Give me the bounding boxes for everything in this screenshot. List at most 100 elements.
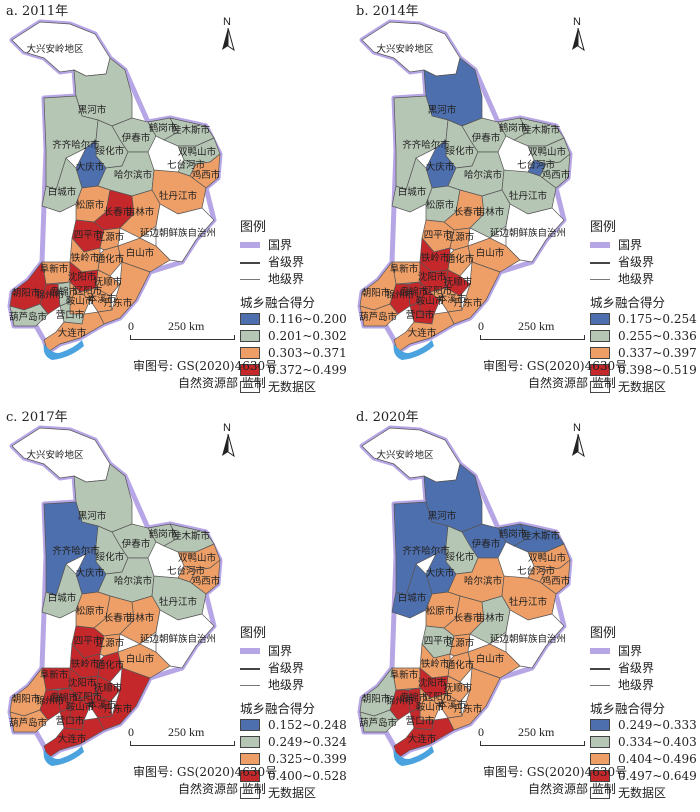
- region-label-changchun: 长春市: [454, 206, 483, 218]
- region-huludao: [359, 709, 399, 733]
- region-label-siping: 四平市: [74, 635, 103, 647]
- region-label-jixi: 鸡西市: [192, 169, 221, 181]
- legend-class-3: 0.303~0.371: [240, 345, 350, 362]
- region-label-suihua: 绥化市: [446, 145, 475, 157]
- region-label-baishan: 白山市: [476, 247, 505, 259]
- scale-distance: 250 km: [518, 725, 555, 739]
- legend-line-label: 国界: [618, 644, 643, 658]
- north-arrow-shape: [572, 28, 585, 52]
- class-range-label: 0.303~0.371: [268, 346, 347, 360]
- region-label-dalian: 大连市: [58, 733, 87, 745]
- north-arrow-icon: N: [218, 16, 238, 52]
- map-panel-2: b. 2014年 大兴安岭地区 黑河市 齐齐哈尔市 伊春市 鹤岗市 佳木斯市 绥化市 双鸭山市…: [350, 0, 700, 406]
- nodata-swatch: [240, 381, 260, 393]
- nodata-swatch: [590, 381, 610, 393]
- region-label-fushun: 抚顺市: [94, 682, 123, 694]
- north-arrow-shape: [222, 434, 235, 458]
- legend-class-1: 0.175~0.254: [590, 311, 700, 328]
- region-label-jinzhou: 锦州市: [386, 289, 415, 301]
- region-label-liaoyuan: 辽源市: [446, 637, 475, 649]
- legend-province-border: 省级界: [240, 660, 350, 677]
- region-label-shenyang: 沈阳市: [418, 271, 447, 283]
- region-label-yichun: 伊春市: [122, 538, 151, 550]
- region-label-yingkou: 营口市: [56, 309, 85, 321]
- class-range-label: 0.325~0.399: [268, 752, 347, 766]
- region-label-qiqihar: 齐齐哈尔市: [402, 545, 450, 557]
- legend-line-label: 地级界: [618, 272, 655, 286]
- legend: 图例 国界 省级界 地级界 城乡融合得分 0.175~0.254 0.255~0…: [590, 216, 700, 396]
- map-panel-1: a. 2011年 大兴安岭地区 黑河市 齐齐哈尔市 伊春市 鹤岗市 佳木斯市 绥化市 双鸭山市…: [0, 0, 350, 406]
- region-label-baishan: 白山市: [126, 653, 155, 665]
- legend-province-border: 省级界: [240, 254, 350, 271]
- region-label-jinzhou: 锦州市: [36, 289, 65, 301]
- class-swatch: [240, 364, 260, 376]
- national-border-swatch: [240, 239, 260, 251]
- region-label-tonghua: 通化市: [96, 659, 125, 671]
- region-label-yanbian: 延边朝鲜族自治州: [490, 633, 566, 645]
- legend-line-label: 地级界: [618, 678, 655, 692]
- region-label-liaoyang: 辽阳市: [74, 691, 103, 703]
- region-label-baicheng: 白城市: [48, 186, 77, 198]
- region-label-jixi: 鸡西市: [542, 169, 571, 181]
- legend-city-border: 地级界: [590, 271, 700, 288]
- region-label-harbin: 哈尔滨市: [464, 575, 503, 587]
- region-label-daqing: 大庆市: [426, 567, 455, 579]
- map-maker: 自然资源部 监制: [528, 782, 616, 796]
- region-label-tieling: 铁岭市: [421, 252, 450, 264]
- north-arrow-icon: N: [568, 16, 588, 52]
- class-swatch: [240, 330, 260, 342]
- region-label-tieling: 铁岭市: [71, 252, 100, 264]
- class-range-label: 0.400~0.528: [268, 769, 347, 783]
- region-label-liaoyuan: 辽源市: [96, 637, 125, 649]
- region-label-dalian: 大连市: [58, 327, 87, 339]
- region-dalian: [393, 717, 455, 759]
- city-border-swatch: [240, 279, 260, 280]
- map-approval-number: 审图号: GS(2020)4630号: [483, 359, 628, 373]
- region-label-yichun: 伊春市: [122, 132, 151, 144]
- legend-class-1: 0.116~0.200: [240, 311, 350, 328]
- region-label-tonghua: 通化市: [96, 253, 125, 265]
- region-label-jinzhou: 锦州市: [386, 695, 415, 707]
- legend-line-label: 省级界: [268, 255, 305, 269]
- region-label-fushun: 抚顺市: [444, 682, 473, 694]
- legend-class-4: 0.398~0.519: [590, 362, 700, 379]
- region-huludao: [359, 303, 399, 327]
- legend-line-label: 省级界: [618, 255, 655, 269]
- class-swatch: [590, 347, 610, 359]
- region-label-baicheng: 白城市: [398, 186, 427, 198]
- north-label: N: [223, 422, 231, 434]
- region-label-fuxin: 阜新市: [40, 263, 69, 275]
- region-label-songyuan: 松原市: [76, 199, 105, 211]
- region-label-qitaihe: 七台河市: [167, 159, 206, 171]
- scale-bar-line: [480, 741, 585, 746]
- region-label-changchun: 长春市: [104, 612, 133, 624]
- legend: 图例 国界 省级界 地级界 城乡融合得分 0.152~0.248 0.249~0…: [240, 622, 350, 802]
- region-label-liaoyang: 辽阳市: [424, 285, 453, 297]
- region-label-songyuan: 松原市: [76, 605, 105, 617]
- legend-national-border: 国界: [240, 643, 350, 660]
- class-range-label: 0.497~0.649: [618, 769, 697, 783]
- region-jilin: [119, 189, 161, 239]
- region-label-jixi: 鸡西市: [192, 575, 221, 587]
- region-label-mudanjiang: 牡丹江市: [509, 190, 548, 202]
- region-label-harbin: 哈尔滨市: [464, 169, 503, 181]
- region-label-liaoyang: 辽阳市: [74, 285, 103, 297]
- region-label-dalian: 大连市: [408, 327, 437, 339]
- legend-city-border: 地级界: [240, 677, 350, 694]
- region-label-yanbian: 延边朝鲜族自治州: [140, 633, 216, 645]
- city-border-swatch: [240, 685, 260, 686]
- region-label-baicheng: 白城市: [398, 592, 427, 604]
- legend-line-label: 国界: [268, 644, 293, 658]
- region-label-hegang: 鹤岗市: [499, 528, 528, 540]
- nodata-label: 无数据区: [268, 786, 317, 800]
- region-label-siping: 四平市: [74, 229, 103, 241]
- region-label-chaoyang: 朝阳市: [362, 693, 391, 705]
- region-label-daxinganling: 大兴安岭地区: [26, 43, 84, 55]
- coastal-sea: [393, 340, 434, 360]
- region-huludao: [9, 303, 49, 327]
- region-label-hegang: 鹤岗市: [499, 122, 528, 134]
- region-label-anshan: 鞍山市: [416, 701, 445, 713]
- region-label-baishan: 白山市: [126, 247, 155, 259]
